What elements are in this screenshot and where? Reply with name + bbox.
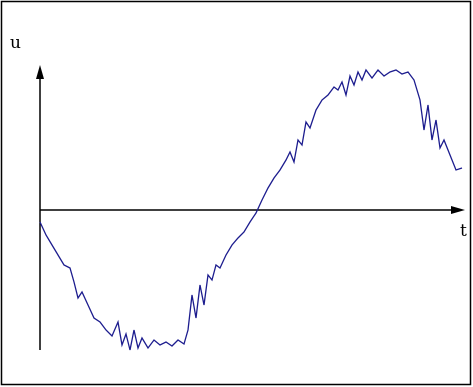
y-axis-label: u (10, 33, 21, 53)
data-line (39, 68, 463, 351)
x-axis-label: t (460, 221, 467, 241)
y-axis-arrow (36, 65, 44, 79)
x-axis-arrow (451, 206, 465, 214)
